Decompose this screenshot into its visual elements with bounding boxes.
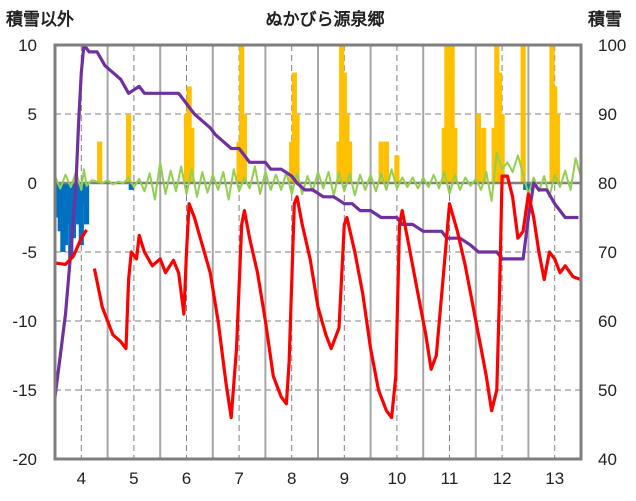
snowfall-bar (346, 141, 353, 183)
rainfall-bar (55, 183, 61, 218)
snowfall-bar (449, 45, 455, 183)
right-axis-title: 積雪 (588, 9, 622, 30)
snowfall-bar (289, 141, 295, 183)
snowfall-bar (183, 114, 190, 183)
y-right-tick-label: 90 (598, 105, 617, 124)
snowfall-bar (494, 45, 500, 183)
y-right-tick-label: 70 (598, 243, 617, 262)
snowfall-bar (394, 155, 400, 183)
temperature-line (54, 174, 582, 420)
snowfall-bar (344, 114, 350, 183)
snowfall-bar (441, 127, 447, 183)
rainfall-bar (65, 183, 71, 225)
snowfall-bar (520, 45, 526, 183)
snowfall-bar (444, 45, 450, 183)
rainfall-bar (57, 183, 63, 232)
y-right-tick-label: 80 (598, 174, 617, 193)
snowfall-bar (499, 114, 505, 183)
x-tick-label: 4 (77, 469, 86, 488)
rainfall-bar (60, 183, 66, 252)
snowfall-bar (236, 141, 242, 183)
snowfall-bar (549, 45, 555, 183)
snowfall-bar (452, 127, 458, 183)
snowfall-bar (446, 86, 453, 183)
x-tick-label: 12 (493, 469, 512, 488)
x-tick-label: 5 (129, 469, 138, 488)
rainfall-bar (78, 183, 84, 246)
snowfall-bar (341, 72, 347, 183)
y-left-tick-label: 5 (28, 105, 37, 124)
y-left-tick-label: -20 (12, 450, 37, 469)
y-right-tick-label: 40 (598, 450, 617, 469)
x-tick-label: 7 (234, 469, 243, 488)
variation-line (54, 151, 582, 202)
snowfall-bar (475, 114, 482, 183)
y-left-tick-label: -15 (12, 381, 37, 400)
snowfall-bar (126, 114, 132, 183)
rainfall-bar (81, 183, 87, 204)
y-right-tick-label: 100 (598, 36, 626, 55)
y-left-tick-label: 0 (28, 174, 37, 193)
y-right-tick-label: 60 (598, 312, 617, 331)
snowfall-bar (336, 141, 342, 183)
rainfall-bar (68, 183, 74, 259)
y-left-tick-label: 10 (18, 36, 37, 55)
y-left-tick-label: -10 (12, 312, 37, 331)
snowfall-bar (481, 127, 487, 183)
rainfall-bar (83, 183, 90, 225)
x-tick-label: 6 (182, 469, 191, 488)
snowfall-bar (554, 114, 560, 183)
chart-title: ぬかびら源泉郷 (266, 9, 385, 30)
snowfall-bar (294, 114, 300, 183)
left-axis-title: 積雪以外 (6, 9, 74, 30)
x-tick-label: 13 (545, 469, 564, 488)
x-tick-label: 8 (287, 469, 296, 488)
snowfall-bar (241, 114, 247, 183)
snowfall-bar (239, 45, 245, 183)
rainfall-bar (128, 183, 134, 190)
x-tick-label: 9 (340, 469, 349, 488)
x-tick-label: 10 (387, 469, 406, 488)
snowfall-bar (496, 72, 503, 183)
snowfall-bar (189, 127, 195, 183)
snowfall-bar (291, 72, 297, 183)
snowfall-bar (552, 86, 558, 183)
x-tick-label: 11 (441, 469, 459, 488)
snowfall-bar (378, 141, 384, 183)
plot-frame (53, 43, 583, 461)
snowfall-bar (97, 141, 103, 183)
rainfall-bar (62, 183, 69, 246)
y-left-tick-label: -5 (22, 243, 37, 262)
snowfall-bar (383, 141, 389, 183)
snowfall-bar (186, 86, 192, 183)
snowfall-bar (339, 45, 345, 183)
rainfall-bar (76, 183, 82, 225)
snowfall-bar (491, 127, 497, 183)
y-right-tick-label: 50 (598, 381, 617, 400)
